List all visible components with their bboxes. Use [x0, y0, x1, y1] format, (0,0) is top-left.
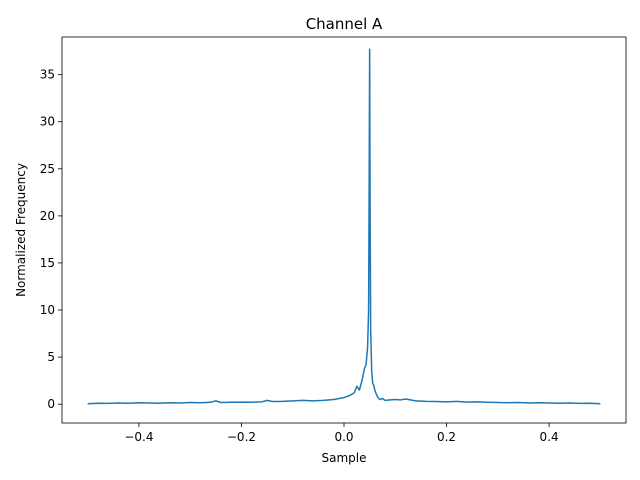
chart-marks [87, 48, 601, 405]
x-tick-label: −0.2 [227, 430, 256, 444]
x-tick-label: 0.0 [334, 430, 353, 444]
x-tick-label: −0.4 [124, 430, 153, 444]
x-axis-label: Sample [322, 451, 367, 465]
x-tick-label: 0.2 [437, 430, 456, 444]
y-axis-ticks: 0 5 10 15 20 25 30 35 [40, 68, 62, 411]
plot-frame [61, 36, 627, 424]
y-axis-label: Normalized Frequency [14, 163, 28, 297]
y-tick-label: 10 [40, 303, 55, 317]
chart-title: Channel A [306, 15, 383, 33]
y-tick-label: 35 [40, 68, 55, 82]
y-tick-label: 0 [47, 397, 55, 411]
y-tick-label: 5 [47, 350, 55, 364]
y-tick-label: 20 [40, 209, 55, 223]
y-tick-label: 25 [40, 162, 55, 176]
x-tick-label: 0.4 [540, 430, 559, 444]
x-axis-ticks: −0.4 −0.2 0.0 0.2 0.4 [124, 423, 559, 444]
y-tick-label: 15 [40, 256, 55, 270]
plot-area [62, 37, 626, 423]
y-tick-label: 30 [40, 115, 55, 129]
series-line-0 [87, 48, 601, 405]
